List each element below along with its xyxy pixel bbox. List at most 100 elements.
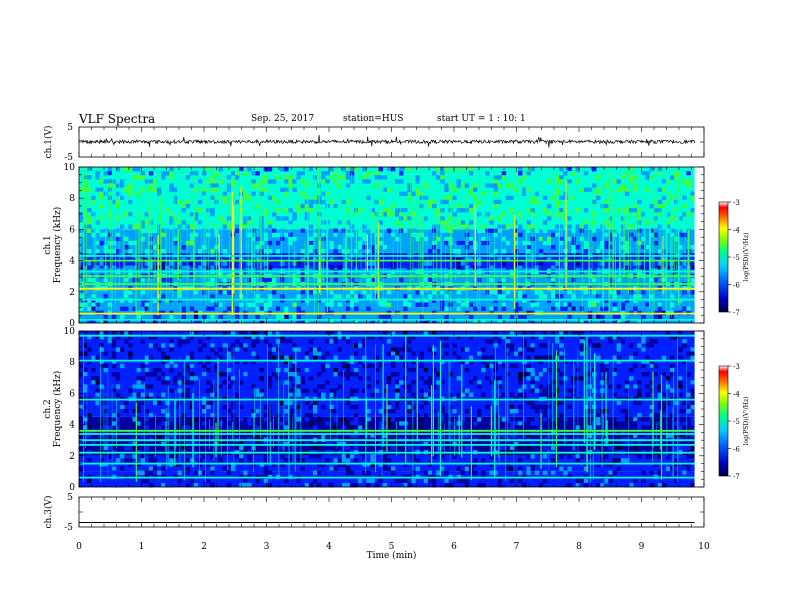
noise-cell [657, 171, 663, 176]
noise-cell [239, 404, 244, 410]
noise-cell [251, 343, 256, 348]
noise-cell [276, 454, 281, 459]
noise-cell [247, 335, 252, 340]
noise-cell [419, 187, 424, 192]
noise-cell [559, 245, 564, 250]
noise-cell [103, 355, 108, 360]
noise-cell [173, 175, 178, 180]
noise-cell [436, 183, 441, 188]
noise-cell [95, 306, 100, 311]
noise-cell [210, 425, 215, 430]
noise-cell [542, 470, 548, 475]
noise-cell [251, 240, 256, 246]
noise-cell [267, 167, 273, 172]
noise-cell [267, 220, 273, 225]
noise-cell [300, 318, 305, 324]
noise-cell [296, 257, 301, 262]
noise-cell [120, 363, 125, 369]
noise-cell [399, 429, 404, 434]
noise-cell [115, 335, 121, 340]
noise-cell [670, 195, 675, 201]
noise-cell [202, 290, 207, 295]
noise-cell [140, 478, 145, 484]
noise-cell [128, 298, 133, 303]
noise-cell [255, 314, 260, 320]
noise-cell [530, 466, 535, 471]
noise-cell [559, 240, 564, 246]
noise-cell [432, 335, 437, 340]
noise-cell [308, 421, 314, 426]
noise-cell [144, 179, 150, 184]
noise-cell [333, 331, 338, 336]
noise-cell [354, 294, 359, 299]
noise-cell [144, 335, 150, 340]
noise-cell [571, 302, 576, 307]
noise-cell [641, 314, 646, 320]
noise-cell [419, 384, 424, 389]
noise-cell [432, 409, 437, 414]
noise-cell [259, 388, 264, 393]
noise-cell [271, 372, 277, 377]
noise-cell [526, 376, 531, 381]
noise-cell [436, 208, 441, 213]
noise-cell [645, 228, 650, 233]
noise-cell [267, 224, 273, 229]
noise-cell [493, 232, 498, 238]
noise-cell [99, 359, 104, 365]
noise-cell [551, 331, 556, 336]
noise-cell [399, 257, 404, 262]
noise-cell [230, 187, 236, 192]
noise-cell [284, 167, 289, 172]
noise-cell [136, 318, 141, 324]
noise-cell [522, 294, 527, 299]
noise-cell [555, 191, 560, 196]
noise-cell [103, 363, 108, 369]
noise-cell [87, 478, 92, 484]
noise-cell [148, 199, 154, 205]
noise-cell [267, 478, 273, 484]
noise-cell [657, 208, 663, 213]
noise-cell [382, 208, 388, 213]
noise-cell [276, 425, 281, 430]
noise-cell [653, 167, 658, 172]
noise-cell [235, 367, 240, 373]
noise-cell [152, 466, 158, 471]
noise-cell [91, 187, 96, 192]
noise-cell [456, 314, 461, 320]
noise-cell [399, 343, 404, 348]
noise-cell [665, 199, 671, 205]
noise-cell [198, 302, 203, 307]
noise-cell [333, 409, 338, 414]
noise-cell [304, 392, 310, 397]
noise-cell [366, 470, 371, 475]
noise-cell [436, 199, 441, 205]
noise-cell [436, 400, 441, 406]
noise-cell [251, 245, 256, 250]
noise-cell [128, 224, 133, 229]
noise-cell [304, 212, 310, 217]
noise-cell [304, 376, 310, 381]
noise-cell [99, 195, 104, 201]
noise-cell [354, 429, 359, 434]
noise-cell [152, 318, 158, 324]
noise-cell [493, 462, 498, 467]
noise-cell [456, 351, 461, 356]
noise-cell [542, 236, 548, 242]
noise-cell [312, 478, 318, 484]
noise-cell [432, 478, 437, 484]
noise-cell [432, 331, 437, 336]
noise-cell [132, 179, 137, 184]
noise-cell [534, 339, 539, 344]
noise-cell [296, 478, 301, 484]
noise-cell [276, 376, 281, 381]
noise-cell [333, 171, 338, 176]
noise-cell [111, 433, 117, 438]
noise-cell [641, 220, 646, 225]
noise-cell [222, 195, 227, 201]
noise-cell [551, 417, 556, 422]
noise-cell [645, 294, 650, 299]
noise-cell [415, 216, 420, 221]
noise-cell [140, 167, 145, 172]
noise-cell [481, 261, 486, 266]
noise-cell [243, 429, 248, 434]
